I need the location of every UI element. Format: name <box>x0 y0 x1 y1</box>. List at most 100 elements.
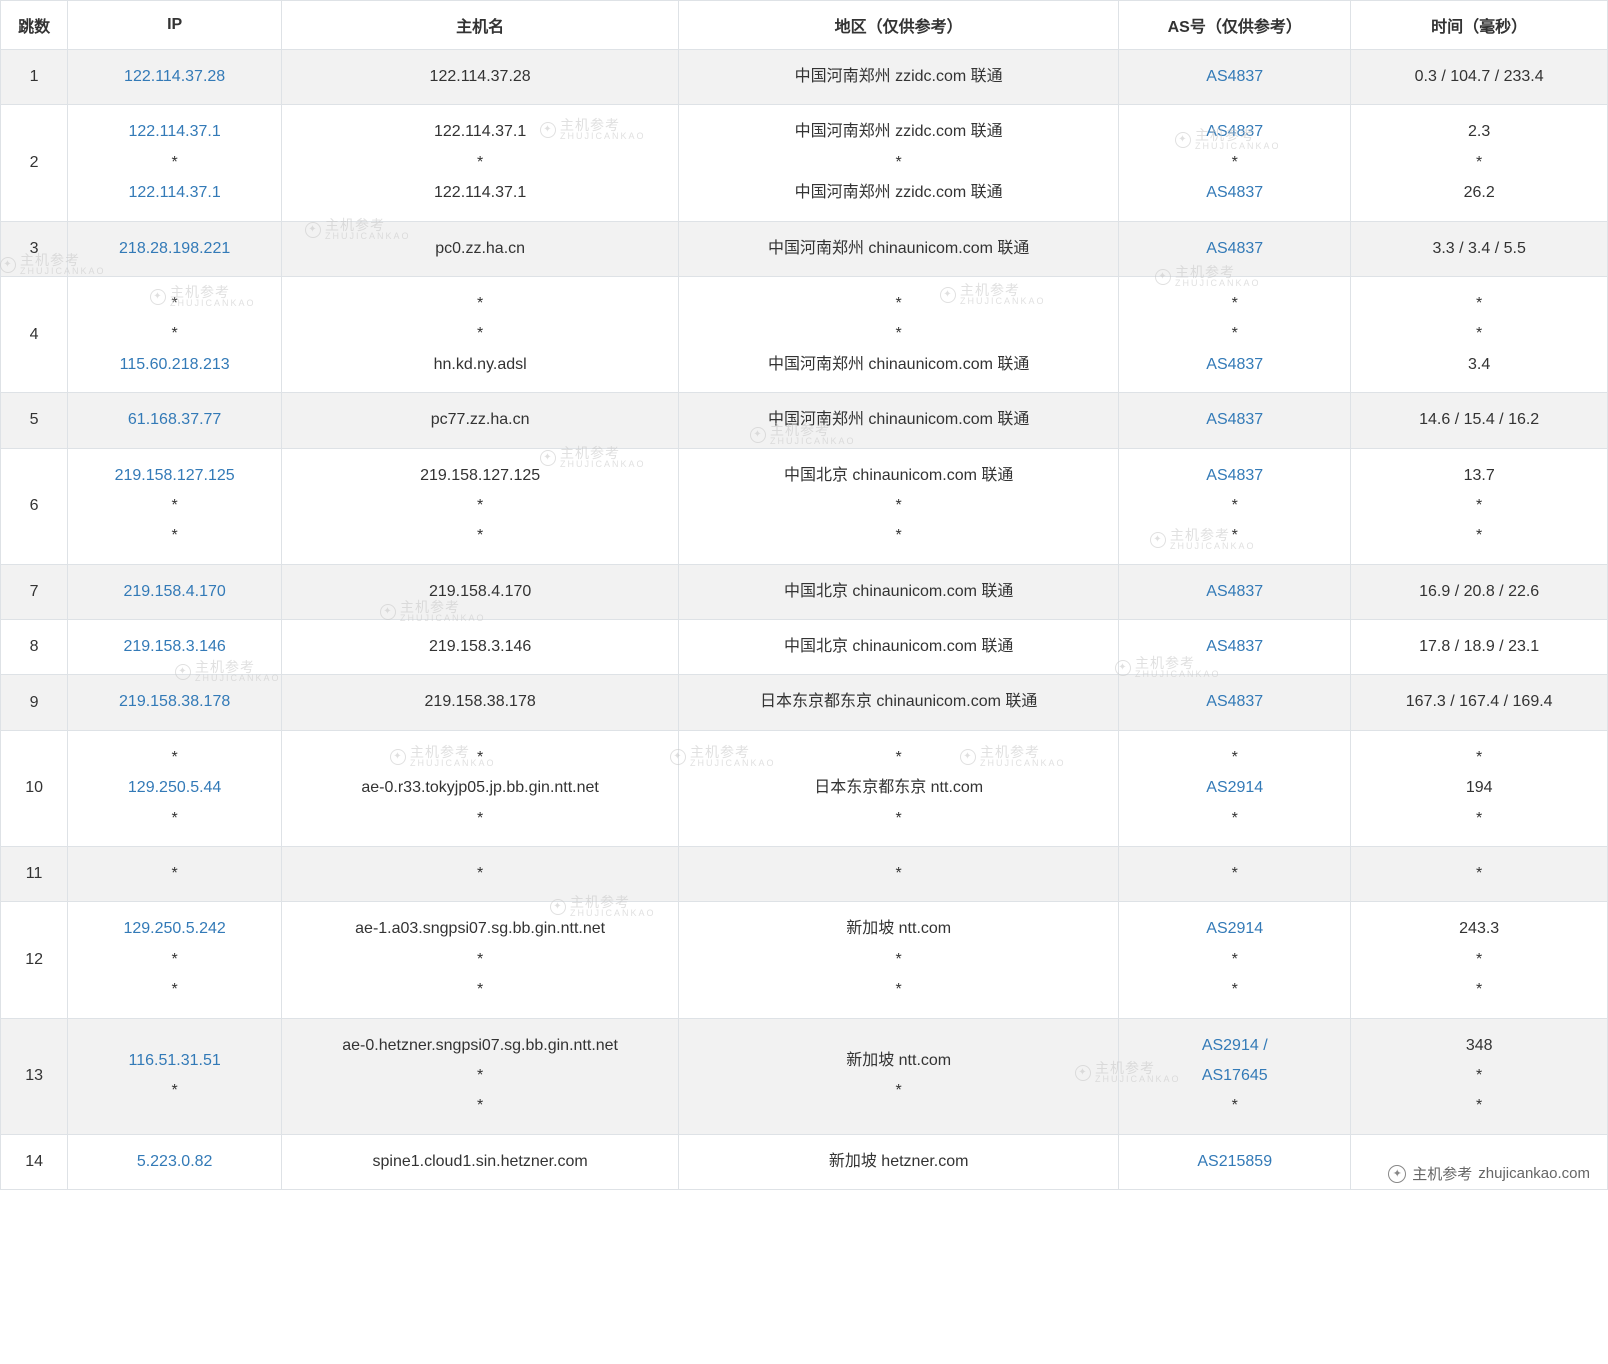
cell-host-value: * <box>290 945 670 975</box>
cell-as-value[interactable]: AS2914 <box>1127 914 1342 944</box>
cell-region: 新加坡 hetzner.com <box>679 1134 1119 1189</box>
cell-region-value: 中国河南郑州 zzidc.com 联通 <box>687 117 1110 147</box>
cell-region: 中国北京 chinaunicom.com 联通 <box>679 564 1119 619</box>
cell-ip-value[interactable]: 129.250.5.242 <box>76 914 273 944</box>
cell-host: ae-0.hetzner.sngpsi07.sg.bb.gin.ntt.net*… <box>282 1018 679 1134</box>
table-head: 跳数 IP 主机名 地区（仅供参考） AS号（仅供参考） 时间（毫秒） <box>1 1 1608 50</box>
cell-ip: 5.223.0.82 <box>68 1134 282 1189</box>
col-ip: IP <box>68 1 282 50</box>
cell-ip-value: * <box>76 1076 273 1106</box>
cell-as: * <box>1119 847 1351 902</box>
cell-region-value: 新加坡 ntt.com <box>687 1046 1110 1076</box>
cell-ip-value[interactable]: 122.114.37.28 <box>76 62 273 92</box>
cell-hop: 11 <box>1 847 68 902</box>
cell-as: AS4837 <box>1119 564 1351 619</box>
cell-as-value[interactable]: AS4837 <box>1127 178 1342 208</box>
cell-ip-value[interactable]: 122.114.37.1 <box>76 117 273 147</box>
cell-time-value: 3.4 <box>1359 350 1599 380</box>
cell-hop: 12 <box>1 902 68 1018</box>
cell-as-value[interactable]: AS215859 <box>1127 1147 1342 1177</box>
cell-ip-value[interactable]: 219.158.3.146 <box>76 632 273 662</box>
cell-as: AS4837 <box>1119 620 1351 675</box>
table-row: 2122.114.37.1*122.114.37.1122.114.37.1*1… <box>1 105 1608 221</box>
cell-host-value: * <box>290 521 670 551</box>
cell-ip-value[interactable]: 219.158.127.125 <box>76 461 273 491</box>
cell-ip: 219.158.3.146 <box>68 620 282 675</box>
cell-host-value: * <box>290 975 670 1005</box>
traceroute-table: 跳数 IP 主机名 地区（仅供参考） AS号（仅供参考） 时间（毫秒） 1122… <box>0 0 1608 1190</box>
cell-time-value: 167.3 / 167.4 / 169.4 <box>1359 687 1599 717</box>
cell-region-value: 中国河南郑州 chinaunicom.com 联通 <box>687 234 1110 264</box>
cell-host: 219.158.4.170 <box>282 564 679 619</box>
cell-ip-value[interactable]: 129.250.5.44 <box>76 773 273 803</box>
cell-host: *ae-0.r33.tokyjp05.jp.bb.gin.ntt.net* <box>282 730 679 846</box>
cell-as-value: * <box>1127 491 1342 521</box>
cell-region-value: 中国北京 chinaunicom.com 联通 <box>687 577 1110 607</box>
cell-hop: 10 <box>1 730 68 846</box>
cell-host: * <box>282 847 679 902</box>
cell-ip-value: * <box>76 148 273 178</box>
cell-time: 2.3*26.2 <box>1351 105 1608 221</box>
footer-watermark: ✦ 主机参考 zhujicankao.com <box>1388 1163 1590 1184</box>
cell-time-value: * <box>1359 859 1599 889</box>
cell-as-value[interactable]: AS4837 <box>1127 687 1342 717</box>
table-row: 3218.28.198.221pc0.zz.ha.cn中国河南郑州 chinau… <box>1 221 1608 276</box>
cell-ip-value: * <box>76 491 273 521</box>
cell-as-value[interactable]: AS4837 <box>1127 62 1342 92</box>
cell-time: 13.7** <box>1351 448 1608 564</box>
cell-as-value[interactable]: AS2914 <box>1127 773 1342 803</box>
cell-time: 243.3** <box>1351 902 1608 1018</box>
cell-hop: 7 <box>1 564 68 619</box>
cell-time-value: * <box>1359 804 1599 834</box>
cell-time: 17.8 / 18.9 / 23.1 <box>1351 620 1608 675</box>
cell-host-value: * <box>290 1091 670 1121</box>
cell-time-value: * <box>1359 521 1599 551</box>
cell-as-value: * <box>1127 743 1342 773</box>
cell-as-value[interactable]: AS2914 / <box>1127 1031 1342 1061</box>
footer-watermark-text: 主机参考 <box>1412 1163 1472 1184</box>
cell-ip-value[interactable]: 219.158.4.170 <box>76 577 273 607</box>
table-row: 1122.114.37.28122.114.37.28中国河南郑州 zzidc.… <box>1 50 1608 105</box>
cell-hop: 9 <box>1 675 68 730</box>
cell-as-value[interactable]: AS4837 <box>1127 117 1342 147</box>
cell-host-value: 219.158.127.125 <box>290 461 670 491</box>
cell-region: *日本东京都东京 ntt.com* <box>679 730 1119 846</box>
cell-ip-value[interactable]: 116.51.31.51 <box>76 1046 273 1076</box>
cell-as-value[interactable]: AS4837 <box>1127 461 1342 491</box>
cell-hop: 6 <box>1 448 68 564</box>
cell-as-value: * <box>1127 289 1342 319</box>
cell-ip-value: * <box>76 743 273 773</box>
cell-time-value: 2.3 <box>1359 117 1599 147</box>
cell-host-value: hn.kd.ny.adsl <box>290 350 670 380</box>
cell-host-value: spine1.cloud1.sin.hetzner.com <box>290 1147 670 1177</box>
cell-host-value: * <box>290 319 670 349</box>
cell-as-value[interactable]: AS17645 <box>1127 1061 1342 1091</box>
cell-as-value[interactable]: AS4837 <box>1127 405 1342 435</box>
cell-as-value[interactable]: AS4837 <box>1127 632 1342 662</box>
cell-ip-value[interactable]: 61.168.37.77 <box>76 405 273 435</box>
cell-ip-value: * <box>76 975 273 1005</box>
cell-hop: 8 <box>1 620 68 675</box>
cell-as: AS4837 <box>1119 675 1351 730</box>
cell-as: *AS2914* <box>1119 730 1351 846</box>
cell-ip-value[interactable]: 122.114.37.1 <box>76 178 273 208</box>
cell-region-value: * <box>687 975 1110 1005</box>
cell-region-value: 新加坡 ntt.com <box>687 914 1110 944</box>
cell-ip-value: * <box>76 521 273 551</box>
cell-ip-value[interactable]: 115.60.218.213 <box>76 350 273 380</box>
cell-as: AS2914** <box>1119 902 1351 1018</box>
cell-as: AS4837 <box>1119 393 1351 448</box>
cell-ip-value[interactable]: 218.28.198.221 <box>76 234 273 264</box>
cell-region-value: * <box>687 743 1110 773</box>
cell-host: 219.158.38.178 <box>282 675 679 730</box>
cell-as-value[interactable]: AS4837 <box>1127 577 1342 607</box>
cell-ip-value[interactable]: 219.158.38.178 <box>76 687 273 717</box>
cell-as-value[interactable]: AS4837 <box>1127 234 1342 264</box>
cell-host: spine1.cloud1.sin.hetzner.com <box>282 1134 679 1189</box>
cell-ip-value[interactable]: 5.223.0.82 <box>76 1147 273 1177</box>
cell-as-value[interactable]: AS4837 <box>1127 350 1342 380</box>
cell-time-value: * <box>1359 1061 1599 1091</box>
cell-region-value: * <box>687 289 1110 319</box>
cell-host: ae-1.a03.sngpsi07.sg.bb.gin.ntt.net** <box>282 902 679 1018</box>
cell-as-value: * <box>1127 1091 1342 1121</box>
